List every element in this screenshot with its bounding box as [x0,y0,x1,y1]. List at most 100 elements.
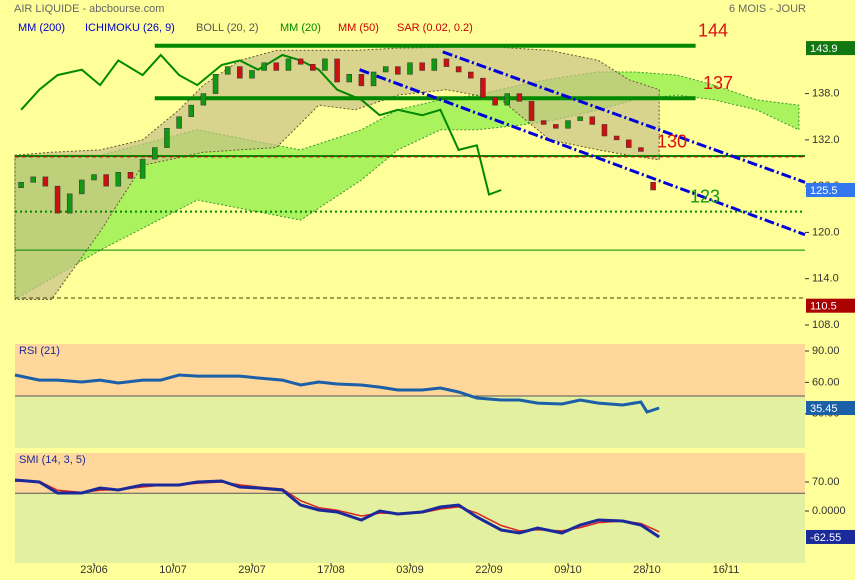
level-label: 130 [657,132,687,152]
price-tag [806,298,855,313]
candle [18,182,24,188]
cloud [14,71,800,301]
candle [139,158,146,179]
x-tick-label: 17/08 [317,564,345,576]
candle [273,62,280,71]
x-tick-label: 28/10 [633,564,661,576]
legend-entry: MM (50) [338,22,379,34]
candle [528,101,535,121]
candle [492,97,498,106]
candle [382,66,389,73]
x-tick-label: 16/11 [713,564,740,576]
candle [516,93,523,102]
candle [164,128,170,148]
candle [91,174,97,181]
candle [297,58,304,65]
y-tick-label: 132.0 [812,134,840,146]
candle [589,116,596,125]
candle [565,120,571,129]
upper-zone [15,344,805,396]
candle [212,74,219,94]
candle [152,147,158,160]
price-tag-label: 35.45 [810,403,838,415]
price-tag-label: 143.9 [810,43,838,55]
candle [30,176,36,183]
x-tick-label: 29/07 [238,564,266,576]
y-tick-label: 114.0 [812,273,839,285]
panel-title: SMI (14, 3, 5) [19,454,86,466]
candle [200,93,207,106]
level-label: 123 [690,186,720,206]
legend-entry: ICHIMOKU (26, 9) [85,22,175,34]
x-tick-label: 10/07 [159,564,187,576]
candle [261,62,267,71]
y-tick-label: 0.0000 [812,505,846,517]
y-tick-label: 120.0 [812,226,840,238]
candle [455,66,462,73]
lower-zone [15,493,805,563]
legend-entry: SAR (0.02, 0.2) [397,22,473,34]
candle [79,179,85,195]
trendline [442,50,806,184]
chart-title: AIR LIQUIDE - abcbourse.com [14,3,164,15]
candle [249,70,255,79]
price-tag [806,529,855,544]
price-tag [806,401,855,416]
y-tick-label: 90.00 [812,345,840,357]
trendline [359,68,806,237]
x-tick-label: 03/09 [396,564,424,576]
candle [322,58,328,71]
indicator-line [14,478,661,539]
y-tick-label: 108.0 [812,319,840,331]
legend-entry: MM (200) [18,22,65,34]
price-tag-label: 125.5 [810,185,838,197]
candle [188,104,194,117]
legend-entry: BOLL (20, 2) [196,22,259,34]
price-tag-label: 110.5 [810,301,837,313]
candle [638,147,644,152]
candle [358,74,365,87]
candle [540,120,547,125]
panel-title: RSI (21) [19,345,60,357]
candle [346,74,352,83]
level-label: 137 [703,73,733,93]
x-tick-label: 23/06 [80,564,108,576]
y-tick-label: 70.00 [812,476,840,488]
candle [480,77,486,98]
candle [54,185,61,214]
candle [310,64,316,71]
candle [431,58,438,71]
x-tick-label: 22/09 [475,564,503,576]
candle [468,71,474,79]
candle [395,66,401,75]
candle [650,182,656,191]
candle [176,116,182,129]
ma-line [20,53,502,196]
candle [626,139,632,148]
candle [237,66,243,79]
candle [127,172,134,179]
y-tick-label: 138.0 [812,87,840,99]
candle [66,193,73,214]
candle [407,62,413,75]
candle [577,116,583,121]
candle [443,58,450,67]
candle [334,58,340,83]
x-tick-label: 09/10 [554,564,582,576]
level-label: 144 [698,21,728,41]
candle [103,174,109,187]
y-tick-label: 60.00 [812,376,840,388]
legend-entry: MM (20) [280,22,321,34]
price-tag [806,41,855,56]
candle [42,176,49,187]
period: 6 MOIS - JOUR [729,3,806,15]
candle [613,135,620,141]
candle [504,93,510,106]
candle [285,58,292,71]
candle [553,124,559,129]
price-tag [806,182,855,197]
price-tag-label: -62.55 [810,532,841,544]
candle [601,124,608,137]
indicator-line [14,373,660,414]
